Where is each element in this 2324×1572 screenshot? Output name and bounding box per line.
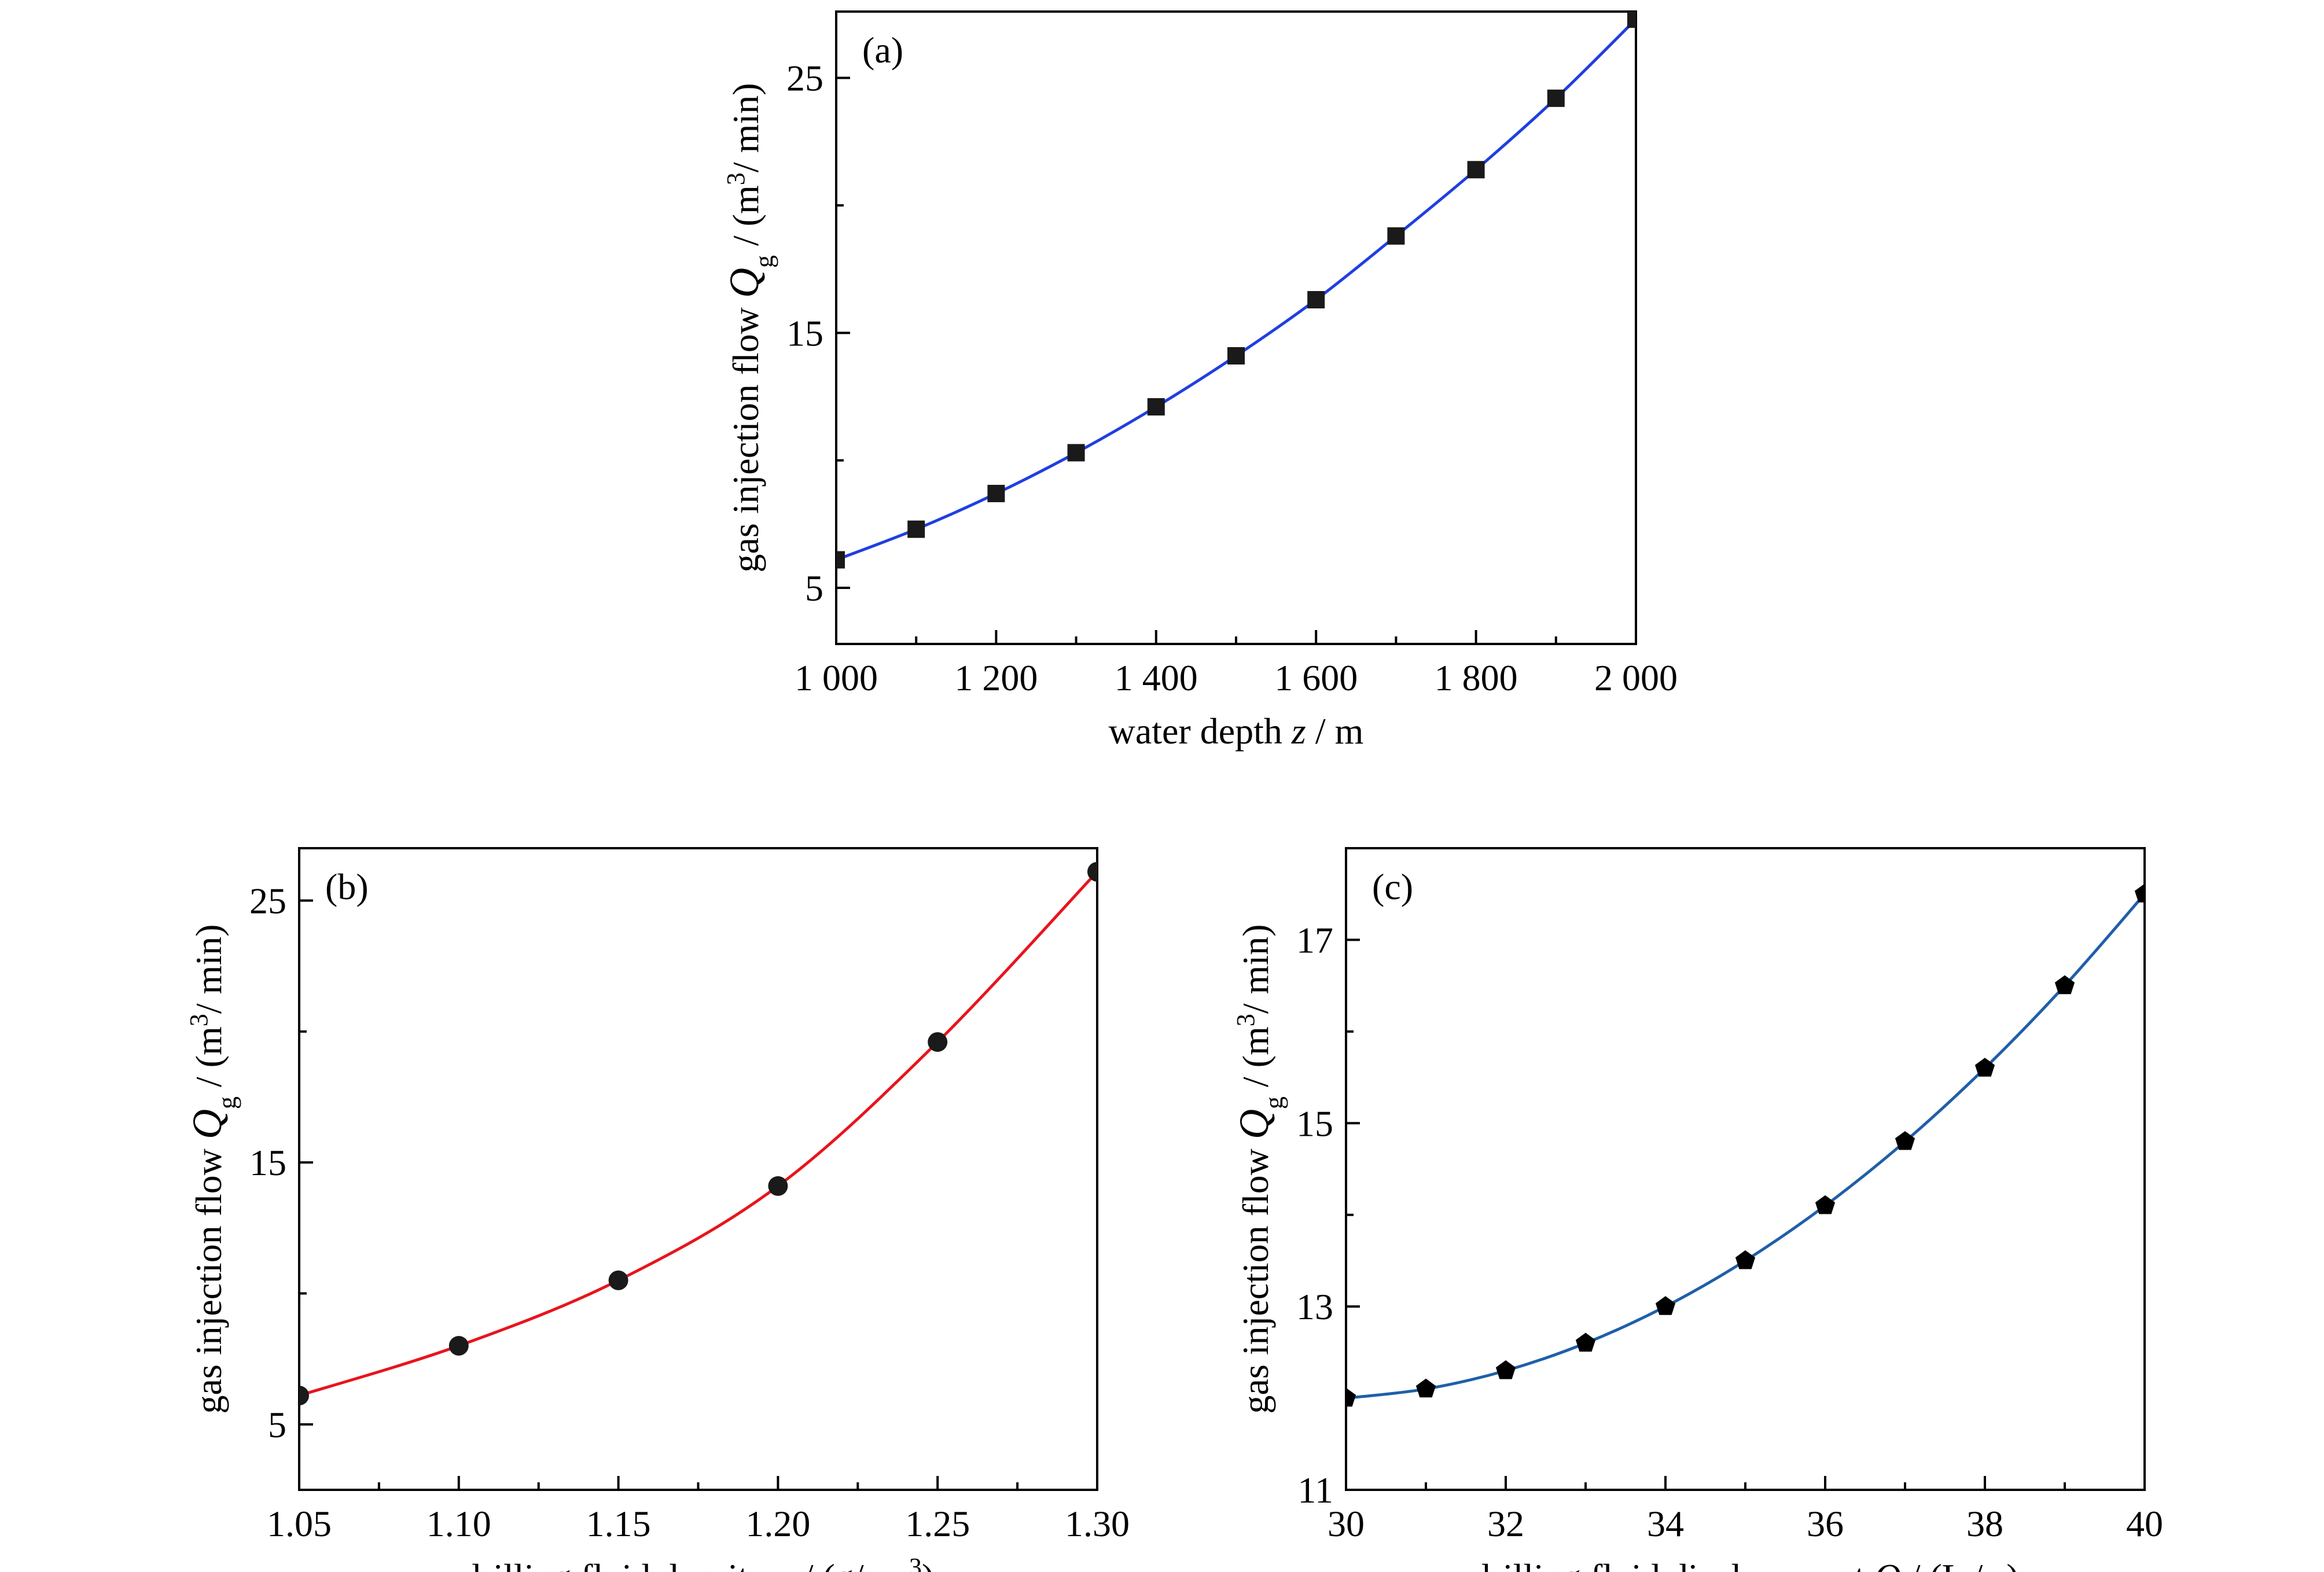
data-point [1627,12,1636,28]
series-line [1346,893,2145,1400]
data-point [1147,398,1165,416]
x-tick-label: 1 000 [795,657,878,698]
data-point [1387,227,1405,245]
x-tick-label: 1.25 [905,1503,970,1544]
data-point [448,1336,469,1356]
x-axis-label: water depth z / m [1109,710,1364,752]
x-tick-label: 1.15 [586,1503,651,1544]
data-point [299,1386,309,1406]
x-tick-label: 1.30 [1065,1503,1130,1544]
x-axis-label: drilling fluid density ρ / (g/cm3) [462,1553,934,1572]
y-tick-label: 11 [1297,1470,1333,1511]
chart-panel-b: 1.05 1.10 1.15 1.20 1.25 1.30 5 15 25 (b) drilling… [184,847,1130,1572]
data-point [1495,1360,1516,1379]
x-tick-label: 1 200 [954,657,1038,698]
data-point [1307,291,1325,309]
x-tick-label: 2 000 [1594,657,1678,698]
data-point [2134,883,2145,903]
x-tick-label: 1.10 [426,1503,491,1544]
y-tick-label: 17 [1296,919,1333,960]
y-axis-label: gas injection flow Qg / (m3/ min) [721,83,778,572]
series-group [299,862,1097,1406]
data-point [608,1270,628,1290]
x-tick-label: 32 [1487,1503,1524,1544]
y-tick-label: 25 [786,58,823,99]
x-tick-label: 1.05 [267,1503,332,1544]
y-tick-label: 5 [268,1404,286,1445]
x-tick-label: 1.20 [745,1503,810,1544]
data-point [1655,1296,1676,1315]
x-tick-label: 36 [1807,1503,1844,1544]
data-point [1227,347,1245,365]
x-axis-label: drilling fluid displacement Q / (L / s) [1472,1556,2019,1572]
data-point [907,520,925,538]
data-point [1467,161,1485,179]
data-point [987,484,1005,502]
data-point [1067,444,1085,462]
series-group [836,12,1636,569]
y-tick-label: 5 [805,568,823,609]
data-point [1087,862,1097,882]
y-axis-label: gas injection flow Qg / (m3/ min) [1231,924,1288,1413]
x-tick-label: 40 [2126,1503,2163,1544]
data-point [1575,1332,1596,1352]
panel-label: (a) [862,30,903,71]
data-point [836,551,845,569]
x-tick-label: 1 600 [1274,657,1358,698]
data-point [1415,1378,1436,1398]
x-tick-label: 38 [1966,1503,2003,1544]
data-point [1815,1195,1836,1214]
y-tick-label: 15 [249,1142,286,1183]
series-group [1346,883,2145,1407]
plot-frame [835,10,1637,645]
y-tick-label: 13 [1296,1286,1333,1327]
panel-label: (b) [325,866,369,907]
data-point [768,1176,788,1196]
y-tick-label: 15 [786,312,823,354]
x-tick-label: 1 400 [1115,657,1198,698]
chart-panel-a: 1 000 1 200 1 400 1 600 1 800 2 000 5 15 25 (a) wa… [721,10,1678,752]
x-tick-label: 34 [1647,1503,1684,1544]
y-axis-label: gas injection flow Qg / (m3/ min) [184,924,241,1413]
series-line [299,870,1097,1397]
data-point [1735,1250,1756,1269]
y-tick-label: 25 [249,881,286,922]
panel-label: (c) [1372,866,1413,907]
series-line [836,18,1636,561]
plot-frame [298,847,1098,1491]
y-tick-label: 15 [1296,1103,1333,1144]
x-tick-label: 1 800 [1435,657,1518,698]
data-point [928,1032,948,1052]
data-point [1895,1131,1915,1150]
data-point [1974,1058,1995,1077]
data-point [1346,1387,1356,1407]
chart-panel-c: 30 32 34 36 38 40 11 13 15 17 (c) drilling fluid di… [1231,847,2163,1572]
x-tick-label: 30 [1328,1503,1365,1544]
plot-frame [1345,847,2146,1491]
data-point [2054,975,2075,995]
data-point [1547,89,1565,107]
